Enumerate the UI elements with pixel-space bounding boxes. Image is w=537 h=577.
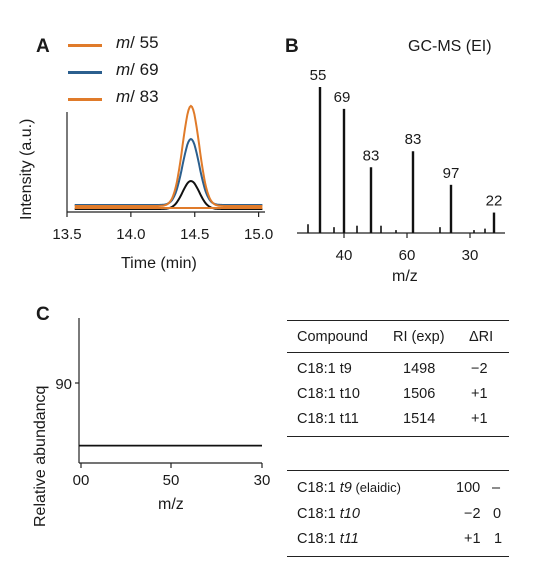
table-cell: C18:1 t11: [297, 411, 359, 427]
chart-c-xlabel: m/z: [158, 496, 184, 513]
x-tick-label: 50: [163, 472, 180, 489]
table2-cell: −2: [464, 506, 481, 522]
x-tick-label: 60: [399, 247, 416, 264]
table-cell: 1498: [403, 361, 436, 377]
legend-swatch-m55: [68, 44, 102, 47]
table-bottom-rule: [287, 436, 509, 437]
table2-row-label: C18:1 t11: [297, 531, 359, 547]
x-tick-label: 00: [73, 472, 90, 489]
table-cell: +1: [471, 386, 488, 402]
x-tick-label: 40: [336, 247, 353, 264]
legend-swatch-m69: [68, 71, 102, 74]
table-cell: 1514: [403, 411, 436, 427]
peak-label: 22: [486, 193, 503, 210]
table2-cell: –: [492, 480, 501, 496]
peak-label: 69: [334, 89, 351, 106]
table-cell: −2: [471, 361, 488, 377]
chart-b-title: GC-MS (EI): [408, 38, 492, 55]
table2-row-label: C18:1 t9 (elaidic): [297, 480, 401, 496]
x-tick-label: 14.0: [116, 226, 145, 243]
panel-label-b: B: [285, 36, 299, 57]
legend-label-m83: m/ 83: [116, 87, 159, 106]
peak-label: 83: [363, 147, 380, 164]
table2-row-label: C18:1 t10: [297, 506, 360, 522]
table2-bottom-rule: [287, 556, 509, 557]
table-cell: C18:1 t9: [297, 361, 352, 377]
table2-top-rule: [287, 470, 509, 471]
panel-label-c: C: [36, 304, 50, 325]
x-tick-label: 14.5: [180, 226, 209, 243]
x-tick-label: 15.0: [244, 226, 273, 243]
chart-a-xlabel: Time (min): [121, 255, 197, 272]
legend-label-m55: m/ 55: [116, 33, 159, 52]
table2-cell: 100: [456, 480, 481, 496]
table-header-rule: [287, 352, 509, 353]
table2-cell: 1: [494, 531, 503, 547]
table-cell: 1506: [403, 386, 436, 402]
x-tick-label: 13.5: [52, 226, 81, 243]
table-header-delta-ri: ΔRI: [469, 329, 494, 345]
x-tick-label: 30: [462, 247, 479, 264]
x-tick-label: 30: [254, 472, 271, 489]
table-header-ri: RI (exp): [393, 329, 445, 345]
table2-cell: 0: [493, 506, 502, 522]
y-tick-label: 90: [55, 376, 72, 393]
table-cell: +1: [471, 411, 488, 427]
chart-c-ylabel: Relative abundancq: [32, 385, 49, 527]
table-header-compound: Compound: [297, 329, 368, 345]
peak-label: 83: [405, 131, 422, 148]
table-cell: C18:1 t10: [297, 386, 360, 402]
peak-label: 55: [310, 67, 327, 84]
peak-label: 97: [443, 165, 460, 182]
panel-label-a: A: [36, 36, 50, 57]
series-line-0: [74, 104, 263, 207]
chart-b-xlabel: m/z: [392, 268, 418, 285]
legend-swatch-m83: [68, 98, 102, 101]
legend-label-m69: m/ 69: [116, 60, 159, 79]
table2-cell: +1: [464, 531, 481, 547]
table-top-rule: [287, 320, 509, 321]
